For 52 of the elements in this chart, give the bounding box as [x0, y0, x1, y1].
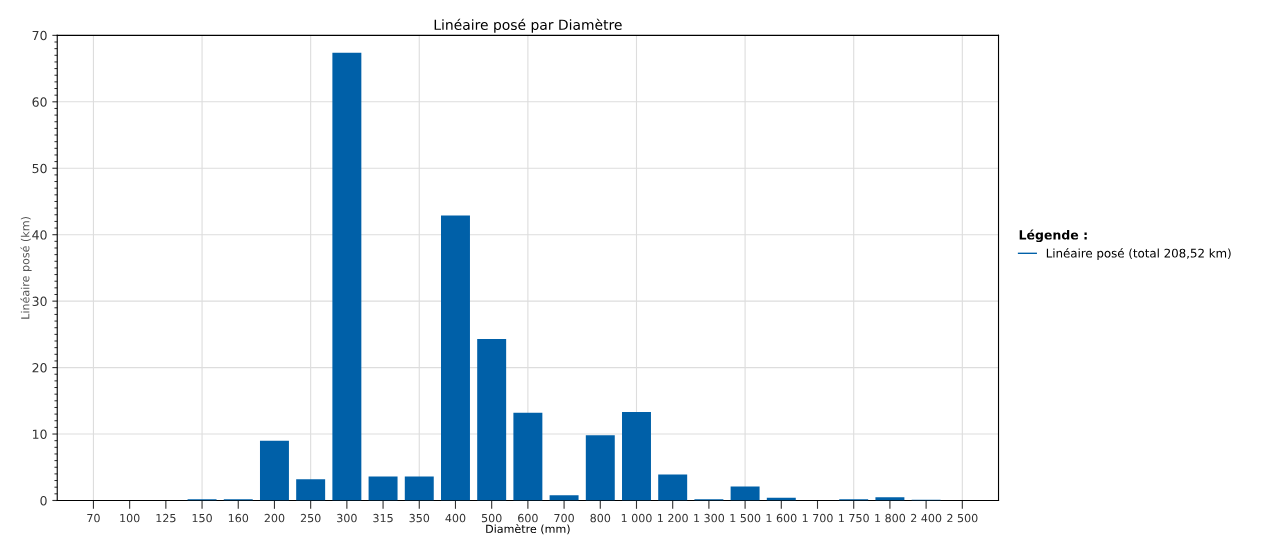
y-tick-label: 40 [32, 230, 47, 240]
bar [585, 435, 615, 501]
x-tick-label: 70 [87, 513, 100, 523]
bar [404, 476, 434, 501]
x-axis-title: Diamètre (mm) [486, 523, 570, 535]
y-tick-label: 50 [32, 163, 47, 174]
bar [477, 339, 507, 501]
y-tick-label: 70 [32, 30, 47, 41]
x-tick-label: 1 200 [658, 513, 688, 523]
x-tick-label: 160 [228, 513, 249, 523]
x-tick-label: 2 500 [947, 513, 978, 523]
y-axis-title: Linéaire posé (km) [20, 217, 32, 319]
x-tick-label: 350 [409, 513, 430, 523]
x-tick-label: 200 [264, 513, 285, 523]
x-tick-label: 700 [554, 513, 574, 523]
y-tick-label: 0 [40, 495, 47, 506]
bar [549, 495, 579, 501]
x-tick-label: 1 750 [839, 513, 869, 523]
x-tick-label: 400 [445, 513, 466, 523]
y-tick-label: 20 [32, 363, 47, 373]
legend-label: Linéaire posé (total 208,52 km) [1046, 248, 1231, 260]
bar [513, 412, 543, 501]
y-tick-label: 10 [32, 429, 47, 439]
x-tick-label: 600 [518, 513, 538, 523]
bar [875, 497, 905, 501]
y-tick-label: 60 [32, 97, 47, 107]
x-tick-label: 2 400 [911, 513, 942, 523]
x-tick-label: 300 [337, 513, 357, 523]
x-tick-label: 150 [192, 513, 212, 523]
y-tick-label: 30 [32, 296, 47, 307]
x-tick-label: 1 000 [621, 513, 652, 523]
x-tick-label: 250 [300, 513, 321, 523]
x-tick-label: 1 600 [766, 513, 797, 523]
bar [730, 486, 760, 501]
x-tick-label: 500 [481, 513, 502, 523]
chart-title: Linéaire posé par Diamètre [434, 18, 622, 33]
legend-title: Légende : [1019, 229, 1087, 243]
bar [332, 52, 362, 501]
x-tick-label: 800 [590, 513, 611, 523]
x-tick-label: 1 700 [802, 513, 833, 523]
x-tick-label: 1 800 [875, 513, 906, 523]
bar [296, 479, 326, 501]
bar [658, 474, 688, 501]
x-tick-label: 1 500 [730, 513, 761, 523]
bar [368, 476, 398, 501]
x-tick-label: 1 300 [694, 513, 725, 523]
x-tick-label: 315 [373, 513, 393, 523]
bar [622, 412, 651, 501]
bar [440, 215, 470, 501]
bar [259, 440, 289, 501]
x-tick-label: 125 [156, 513, 176, 523]
x-tick-label: 100 [120, 513, 140, 523]
